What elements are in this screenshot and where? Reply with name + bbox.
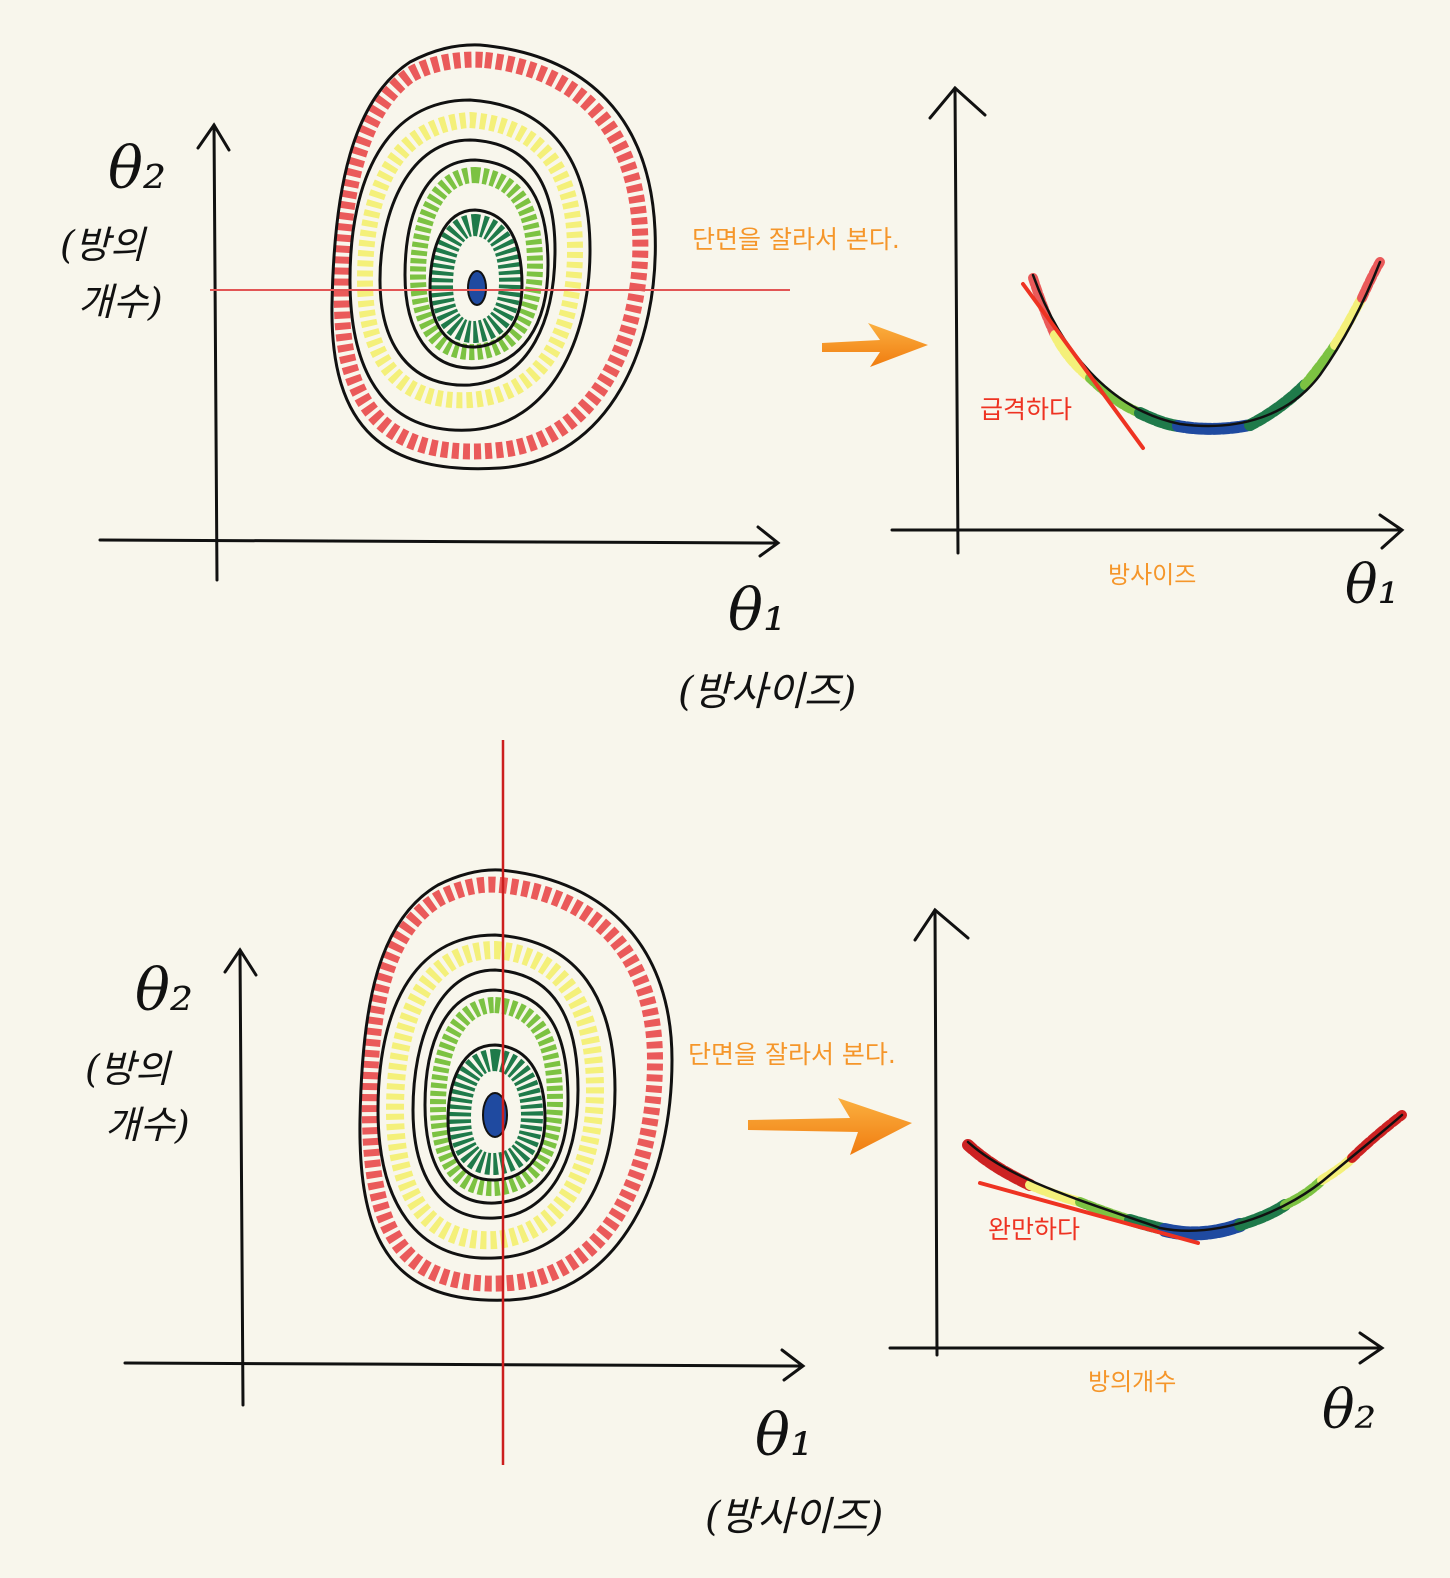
top-ring-mid [378,138,557,387]
top-contour-y-sub-1: (방의 [60,223,148,267]
bottom-contour-x-sub: (방사이즈) [705,1494,883,1540]
top-ring-red-outer [330,43,657,471]
bottom-curve-blue [1158,1218,1247,1241]
top-cross-y-axis [953,86,960,555]
bottom-ring-red [361,876,664,1292]
top-curve-blue [1172,419,1256,435]
top-contour-y-label: θ₂ [108,134,166,202]
bottom-contour-x-axis [123,1361,802,1368]
top-cross-x-arrowhead [1378,513,1405,550]
top-ring-dark-green [430,213,522,343]
bottom-cross-section-axes [888,907,1385,1365]
bottom-slope-label: 완만하다 [988,1215,1080,1244]
bottom-contour-x-arrowhead [780,1348,806,1382]
bottom-ring-light-green [429,996,564,1197]
top-cross-y-arrowhead [928,85,987,120]
bottom-cross-x-caption: 방의개수 [1088,1368,1176,1396]
bottom-cross-y-axis [933,908,939,1357]
bottom-curve-red-left [962,1139,1036,1191]
top-contour-y-arrowhead [196,122,231,152]
bottom-slice-note: 단면을 잘라서 본다. [688,1040,896,1069]
top-ring-core [428,208,524,349]
bottom-arrow-right-icon [748,1098,912,1155]
top-ring-red [333,51,649,460]
bottom-cross-section-curve [962,1110,1407,1241]
bottom-contour-rings [358,868,674,1302]
bottom-curve-ink [966,1113,1404,1232]
bottom-contour-x-label: θ₁ [755,1401,813,1469]
top-cross-section-axes [890,85,1405,555]
bottom-contour-y-label: θ₂ [135,956,193,1024]
bottom-cross-x-arrowhead [1358,1331,1385,1365]
top-contour-x-label: θ₁ [728,576,786,644]
top-contour-x-sub: (방사이즈) [678,669,856,715]
top-contour-y-sub-2: 개수) [78,280,163,324]
top-cross-x-caption: 방사이즈 [1108,561,1196,589]
bottom-contour-y-sub-1: (방의 [85,1047,173,1091]
top-ring-light-green [409,166,544,361]
bottom-ring-yellow [385,940,605,1250]
top-cross-x-label: θ₁ [1345,553,1399,616]
top-contour-y-axis [212,123,219,582]
top-contour-axes [98,122,781,582]
top-ring-inner [403,158,550,370]
bottom-contour-y-sub-2: 개수) [105,1103,190,1147]
top-contour-rings [330,43,657,471]
bottom-contour-axes [123,947,806,1407]
top-curve-green-right [1300,340,1340,390]
bottom-cross-x-label: θ₂ [1322,1378,1376,1441]
bottom-ring-blue-center [482,1092,508,1138]
top-panel: θ₂ (방의 개수) θ₁ (방사이즈) 단면을 잘라서 본다. [60,43,1405,715]
top-curve-yellow-right [1330,293,1367,350]
bottom-ring-inner [423,988,570,1205]
top-contour-x-arrowhead [756,525,781,558]
top-curve-darkgreen-right [1244,379,1311,431]
bottom-contour-y-arrowhead [223,947,258,977]
top-slope-tangent [1021,282,1145,450]
top-cross-section-curve [1028,257,1385,435]
bottom-slope-tangent [978,1181,1200,1245]
top-slice-note: 단면을 잘라서 본다. [692,225,900,254]
bottom-contour-y-axis [238,948,245,1407]
top-ring-yellow [356,111,584,409]
top-curve-ink [1031,260,1382,428]
bottom-ring-mid-outer [376,933,617,1260]
top-slope-label: 급격하다 [980,395,1072,424]
top-ring-mid-outer [348,98,592,432]
bottom-panel: θ₂ (방의 개수) θ₁ (방사이즈) 단면을 잘라서 본다. [85,740,1407,1540]
bottom-ring-mid [411,968,580,1220]
bottom-cross-y-arrowhead [913,907,970,942]
bottom-ring-dark-green [448,1048,544,1175]
bottom-ring-core [446,1043,547,1182]
bottom-ring-red-outer [358,868,674,1302]
top-arrow-right-icon [822,323,928,367]
top-contour-x-axis [98,538,777,545]
top-ring-blue-center [467,270,487,306]
